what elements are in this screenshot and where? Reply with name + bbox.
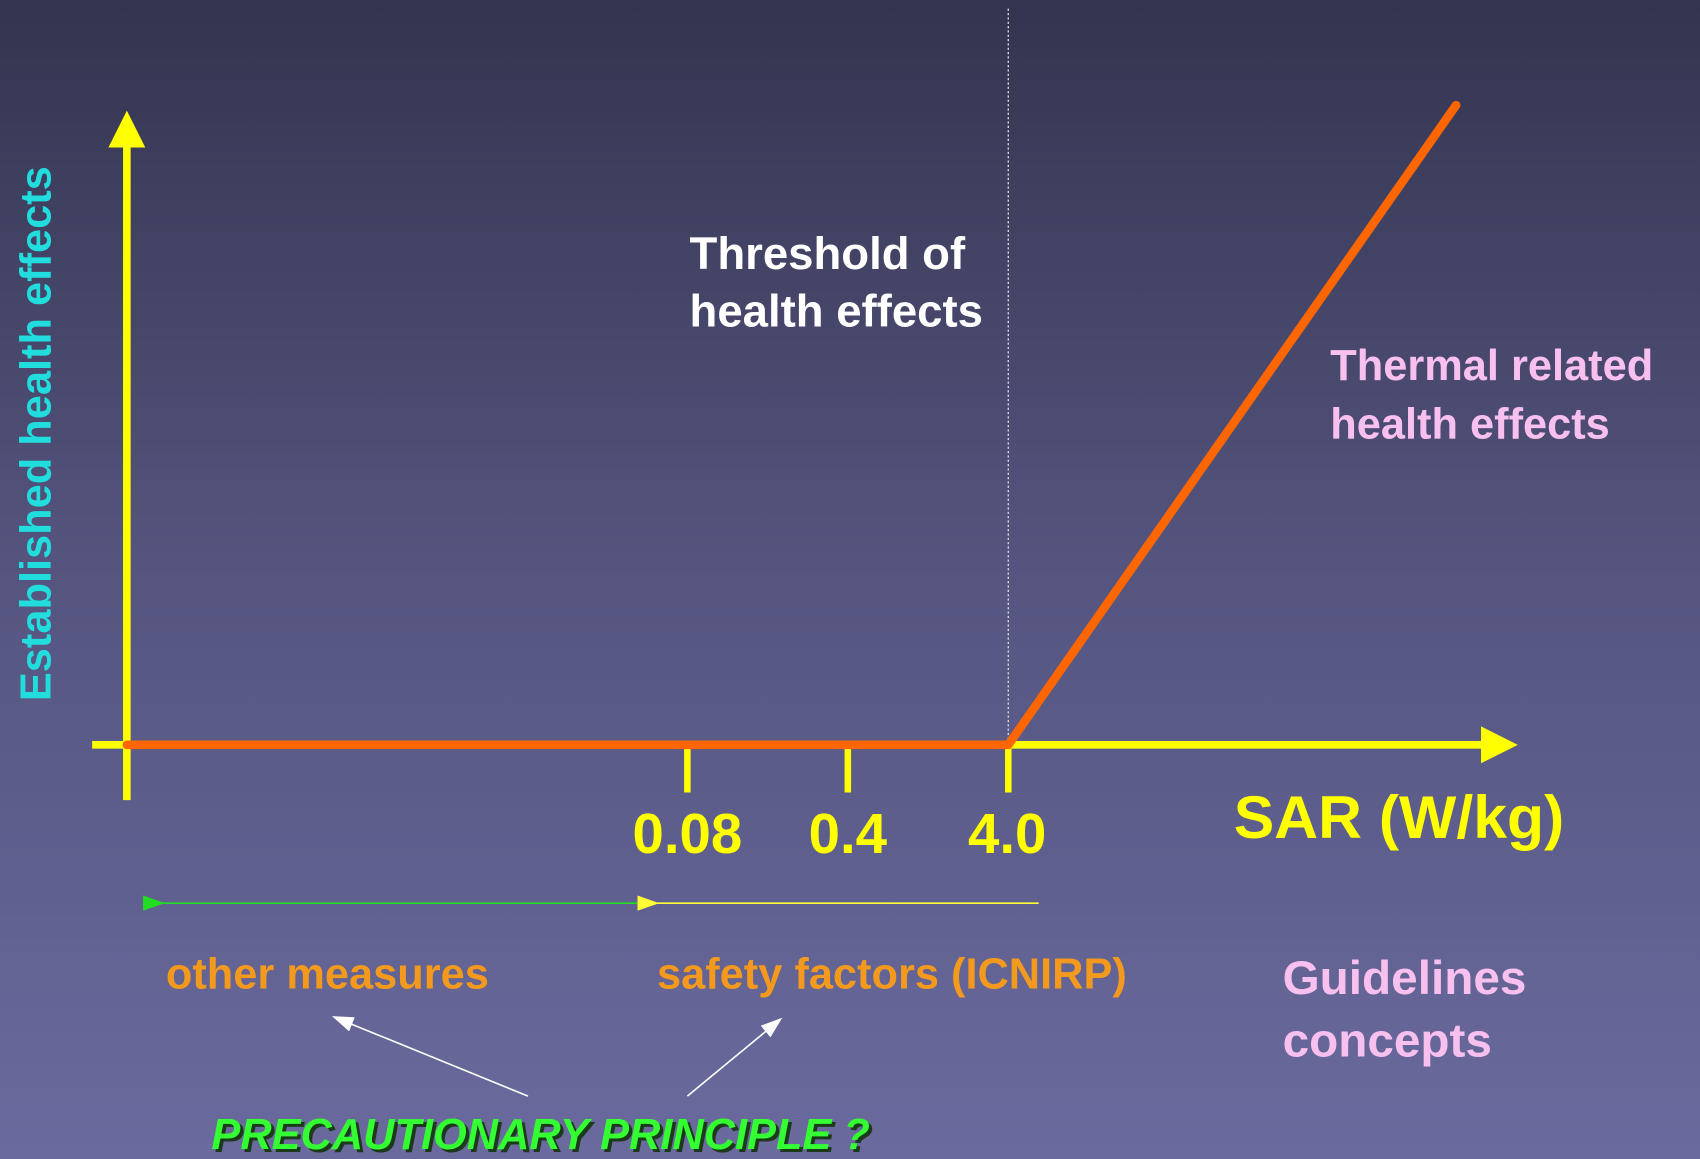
threshold-label: health effects (690, 285, 983, 336)
x-axis-label: SAR (W/kg) (1234, 783, 1564, 851)
tick-label: 0.08 (633, 802, 743, 865)
curve-label: Thermal related (1330, 342, 1653, 390)
footer-shadow: PRECAUTIONARY PRINCIPLE ? (215, 1114, 874, 1159)
pointer-arrow (686, 1017, 783, 1097)
y-axis-label: Established health effects (12, 166, 60, 701)
side-label: Guidelines (1283, 952, 1527, 1005)
x-axis-arrow (1480, 726, 1518, 764)
curve-label: health effects (1330, 401, 1610, 449)
y-axis-arrow (108, 110, 146, 148)
response-curve (122, 100, 1461, 750)
range-label: safety factors (ICNIRP) (657, 950, 1127, 998)
range-label: other measures (166, 950, 489, 998)
pointer-arrow (331, 1016, 529, 1097)
tick-label: 0.4 (809, 802, 888, 865)
side-label: concepts (1283, 1015, 1492, 1068)
threshold-label: Threshold of (690, 228, 966, 279)
tick-label: 4.0 (968, 802, 1046, 865)
footer: PRECAUTIONARY PRINCIPLE ? (211, 1111, 869, 1159)
